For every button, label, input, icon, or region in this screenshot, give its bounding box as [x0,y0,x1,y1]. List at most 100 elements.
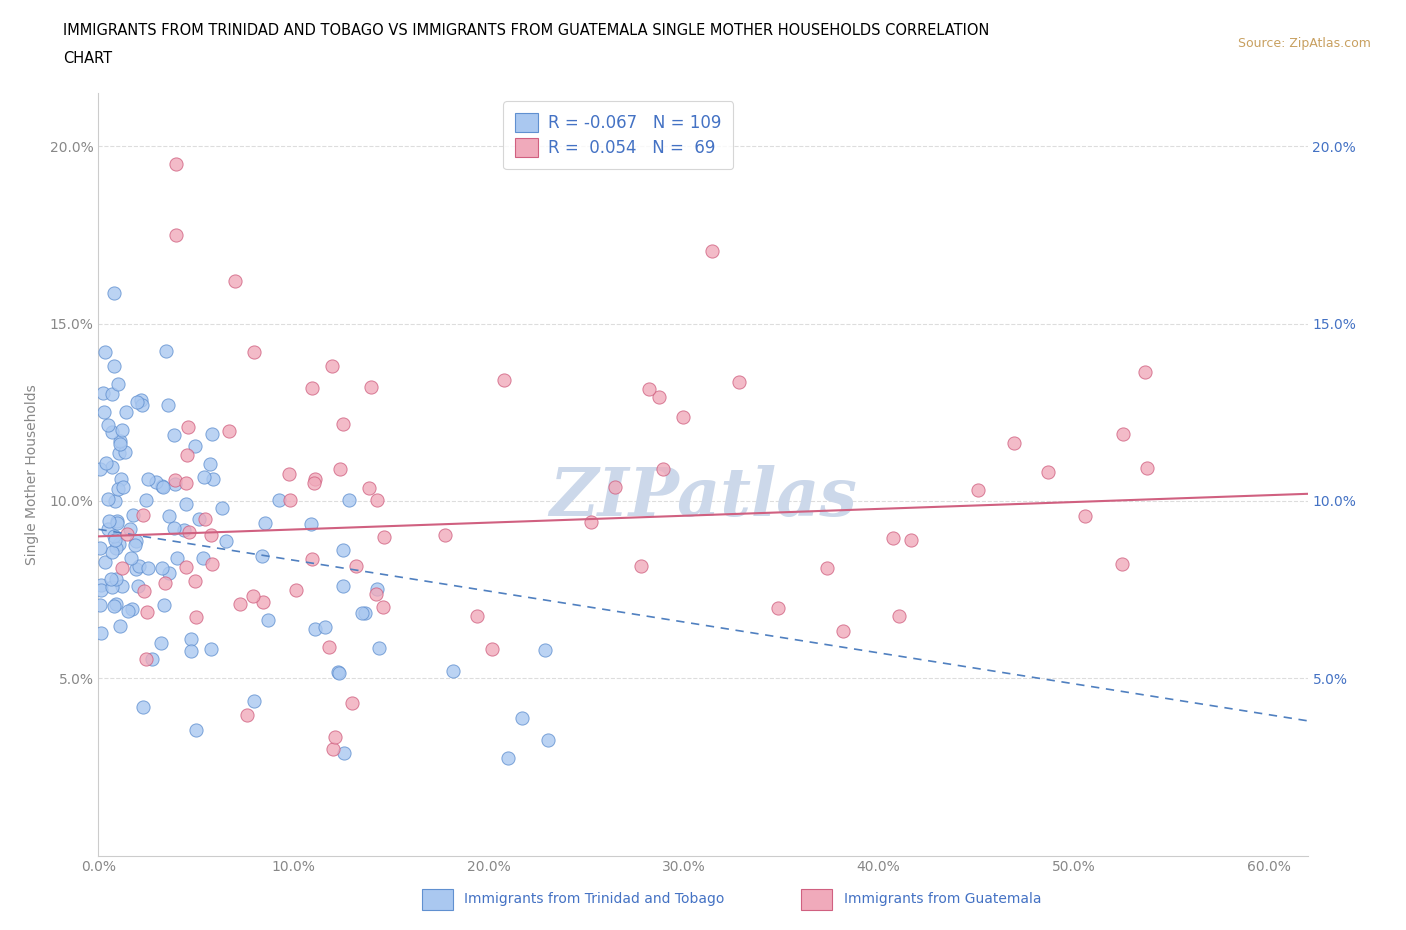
Point [882,531,904,546]
Point [103,359,125,374]
Point [186,609,208,624]
Point [108,433,131,448]
Point [214,534,236,549]
Point [97,522,120,537]
Point [97,418,120,432]
Point [149,636,172,651]
Text: Source: ZipAtlas.com: Source: ZipAtlas.com [1237,37,1371,50]
Point [114,445,136,459]
Point [218,424,240,439]
Point [236,708,259,723]
Point [277,466,299,481]
Point [337,492,360,507]
Point [150,478,173,493]
Point [107,516,129,531]
Point [107,445,129,460]
Point [101,579,124,594]
Point [728,375,751,390]
Legend: R = -0.067   N = 109, R =  0.054   N =  69: R = -0.067 N = 109, R = 0.054 N = 69 [503,101,734,169]
Point [766,601,789,616]
Point [224,273,246,288]
Point [194,512,217,526]
Point [533,643,555,658]
Point [184,722,207,737]
Point [104,532,127,547]
Point [131,397,153,412]
Point [269,493,291,508]
Point [1135,365,1157,379]
Y-axis label: Single Mother Households: Single Mother Households [24,384,38,565]
Point [353,605,375,620]
Point [141,652,163,667]
Point [124,538,146,552]
Point [191,551,214,565]
Point [105,513,128,528]
Point [329,462,352,477]
Point [152,479,174,494]
Point [128,558,150,573]
FancyBboxPatch shape [801,889,832,910]
Point [179,525,201,539]
Point [831,623,853,638]
Point [107,481,129,496]
Point [537,733,560,748]
Point [368,641,391,656]
Point [157,566,180,581]
Point [134,583,156,598]
Point [188,512,211,526]
Point [304,622,326,637]
Point [104,494,127,509]
Point [242,588,264,603]
Point [101,544,124,559]
Point [1112,427,1135,442]
Point [153,576,176,591]
Point [166,551,188,565]
Text: CHART: CHART [63,51,112,66]
Point [165,473,187,488]
Point [229,596,252,611]
Point [105,572,128,587]
Point [131,699,153,714]
Point [211,500,233,515]
Point [136,561,159,576]
Point [323,729,346,744]
Point [103,286,125,300]
Point [163,428,186,443]
Point [101,387,124,402]
Point [373,530,395,545]
Point [127,578,149,593]
Point [441,664,464,679]
Point [328,666,350,681]
Point [176,560,198,575]
Point [94,554,117,569]
Point [145,474,167,489]
Point [243,344,266,359]
Point [111,422,134,437]
Point [150,560,173,575]
Point [115,526,138,541]
Point [371,600,394,615]
Point [243,694,266,709]
Point [1111,556,1133,571]
Point [98,513,121,528]
Point [156,398,179,413]
Point [105,540,128,555]
Point [101,459,124,474]
Point [318,640,340,655]
Point [132,508,155,523]
Point [136,472,159,486]
Point [314,619,336,634]
Point [648,390,671,405]
Point [967,482,990,497]
Point [180,631,202,646]
Point [321,359,343,374]
Point [366,587,388,602]
Point [344,558,367,573]
Point [498,751,520,765]
Point [114,405,136,419]
Point [94,344,117,359]
Point [322,742,344,757]
Point [1136,460,1159,475]
Point [124,534,146,549]
Point [180,644,202,658]
